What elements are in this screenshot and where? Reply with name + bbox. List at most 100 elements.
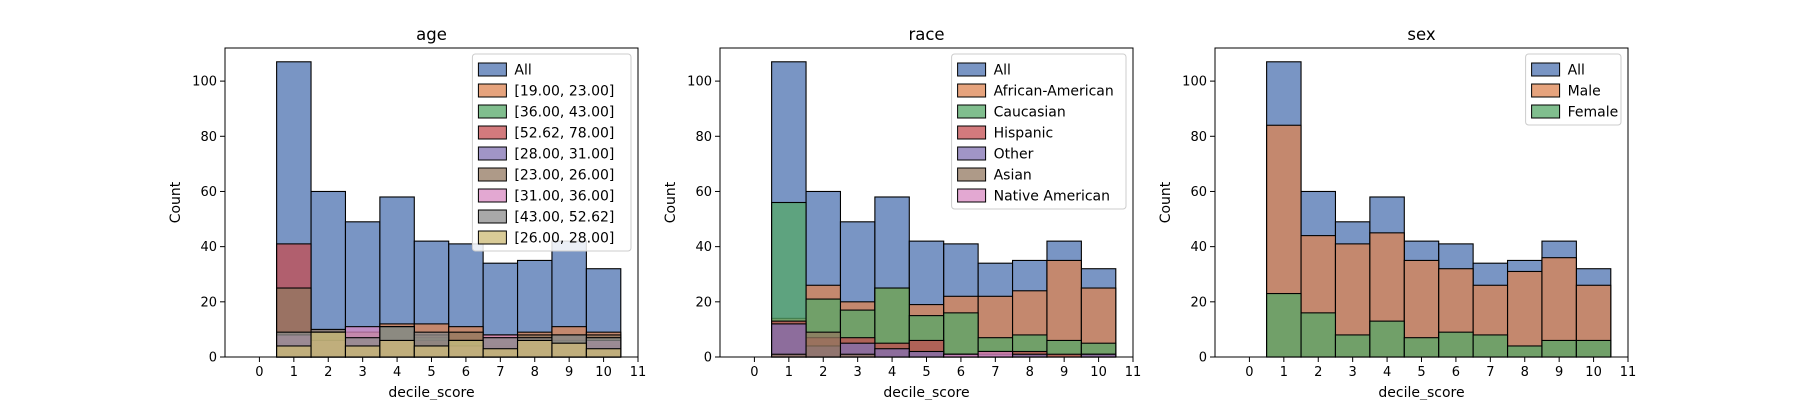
legend-swatch bbox=[957, 188, 987, 203]
x-tick-label: 2 bbox=[819, 365, 827, 380]
bar bbox=[585, 348, 622, 358]
legend-label: [36.00, 43.00] bbox=[514, 105, 614, 121]
y-tick-label: 40 bbox=[695, 240, 712, 255]
x-tick-label: 4 bbox=[1383, 365, 1391, 380]
bar bbox=[516, 339, 553, 358]
x-tick-label: 5 bbox=[922, 365, 930, 380]
bar bbox=[1403, 337, 1440, 358]
legend-swatch bbox=[957, 83, 987, 98]
x-axis-label: decile_score bbox=[388, 385, 474, 400]
y-tick-label: 20 bbox=[200, 295, 217, 310]
bar bbox=[1506, 345, 1543, 358]
y-tick-label: 40 bbox=[1190, 240, 1207, 255]
y-tick-label: 80 bbox=[1190, 130, 1207, 145]
y-tick-label: 20 bbox=[1190, 295, 1207, 310]
legend-swatch bbox=[1531, 83, 1561, 98]
y-axis-label: Count bbox=[663, 181, 679, 223]
bar bbox=[943, 312, 979, 358]
legend-label: African-American bbox=[994, 84, 1114, 100]
bar bbox=[379, 339, 415, 358]
x-tick-label: 8 bbox=[531, 365, 539, 380]
chart-panel-1: 0 1 2 3 4 5 6 7 8 9 10 11 0 20 40 60 80 100 race decile_sco… bbox=[663, 25, 1141, 400]
bar bbox=[1506, 270, 1543, 358]
x-tick-label: 2 bbox=[1314, 365, 1322, 380]
legend-label: Male bbox=[1568, 84, 1601, 100]
chart-panel-0: 0 1 2 3 4 5 6 7 8 9 10 11 0 20 40 60 80 100 age decile_scor… bbox=[168, 25, 646, 400]
legend-swatch bbox=[477, 83, 507, 98]
x-tick-label: 11 bbox=[630, 365, 647, 380]
legend-swatch bbox=[477, 125, 507, 140]
x-tick-label: 8 bbox=[1521, 365, 1529, 380]
legend-label: Native American bbox=[994, 189, 1110, 205]
x-tick-label: 9 bbox=[1555, 365, 1563, 380]
y-tick-label: 0 bbox=[1199, 351, 1207, 366]
y-tick-label: 0 bbox=[704, 351, 712, 366]
x-tick-label: 6 bbox=[957, 365, 965, 380]
x-tick-label: 1 bbox=[785, 365, 793, 380]
x-tick-label: 3 bbox=[854, 365, 862, 380]
x-tick-label: 10 bbox=[1090, 365, 1107, 380]
x-tick-label: 5 bbox=[427, 365, 435, 380]
legend: All [19.00, 23.00] [36.00, 43.00] [52.62, 7… bbox=[471, 53, 632, 252]
legend-swatch bbox=[957, 167, 987, 182]
legend-label: Asian bbox=[994, 168, 1032, 184]
legend-label: [23.00, 26.00] bbox=[514, 168, 614, 184]
bar bbox=[413, 345, 450, 358]
legend-swatch bbox=[957, 125, 987, 140]
legend-label: [43.00, 52.62] bbox=[514, 210, 614, 226]
bar bbox=[448, 339, 484, 358]
bar bbox=[276, 345, 312, 358]
legend-label: [31.00, 36.00] bbox=[514, 189, 614, 205]
series-5 bbox=[771, 331, 876, 358]
legend-label: Other bbox=[994, 147, 1034, 163]
y-tick-label: 40 bbox=[200, 240, 217, 255]
x-tick-label: 10 bbox=[1585, 365, 1602, 380]
legend-box bbox=[471, 53, 632, 252]
legend-swatch bbox=[957, 146, 987, 161]
bar bbox=[1575, 339, 1612, 358]
x-tick-label: 5 bbox=[1417, 365, 1425, 380]
legend-swatch bbox=[1531, 62, 1561, 77]
legend-swatch bbox=[477, 188, 507, 203]
panel-title: race bbox=[908, 25, 944, 44]
y-tick-label: 100 bbox=[1182, 75, 1207, 90]
legend-label: [19.00, 23.00] bbox=[514, 84, 614, 100]
legend-label: All bbox=[514, 63, 531, 79]
bar bbox=[874, 348, 910, 358]
y-tick-label: 80 bbox=[695, 130, 712, 145]
legend-label: [26.00, 28.00] bbox=[514, 231, 614, 247]
legend-label: [28.00, 31.00] bbox=[514, 147, 614, 163]
legend-label: Caucasian bbox=[994, 105, 1066, 121]
x-tick-label: 10 bbox=[595, 365, 612, 380]
x-tick-label: 11 bbox=[1125, 365, 1142, 380]
x-tick-label: 3 bbox=[1349, 365, 1357, 380]
bar bbox=[344, 345, 381, 358]
bar bbox=[1438, 331, 1474, 358]
bar bbox=[977, 350, 1014, 358]
x-tick-label: 3 bbox=[359, 365, 367, 380]
y-axis-label: Count bbox=[1158, 181, 1174, 223]
x-tick-label: 4 bbox=[888, 365, 896, 380]
legend-label: [52.62, 78.00] bbox=[514, 126, 614, 142]
x-tick-label: 2 bbox=[324, 365, 332, 380]
x-tick-label: 1 bbox=[1280, 365, 1288, 380]
bar bbox=[1541, 339, 1577, 358]
y-tick-label: 60 bbox=[200, 185, 217, 200]
y-tick-label: 100 bbox=[192, 75, 217, 90]
x-tick-label: 4 bbox=[393, 365, 401, 380]
legend-swatch bbox=[477, 62, 507, 77]
x-tick-label: 0 bbox=[750, 365, 758, 380]
legend-box bbox=[951, 53, 1127, 210]
x-tick-label: 7 bbox=[1486, 365, 1494, 380]
legend: All African-American Caucasian Hispanic Othe… bbox=[951, 53, 1127, 210]
bar bbox=[1300, 312, 1337, 358]
x-tick-label: 9 bbox=[1060, 365, 1068, 380]
bar bbox=[805, 331, 842, 358]
legend-swatch bbox=[957, 62, 987, 77]
x-tick-label: 7 bbox=[991, 365, 999, 380]
bar bbox=[1472, 334, 1509, 358]
legend: All Male Female bbox=[1525, 53, 1622, 126]
legend-swatch bbox=[957, 104, 987, 119]
bar bbox=[482, 348, 519, 358]
